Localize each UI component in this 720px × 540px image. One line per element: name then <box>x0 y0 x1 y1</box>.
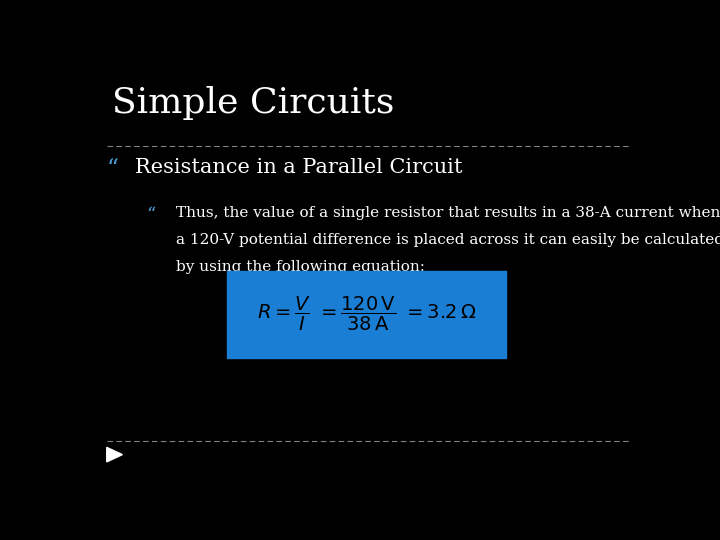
Text: Resistance in a Parallel Circuit: Resistance in a Parallel Circuit <box>135 158 462 177</box>
Polygon shape <box>107 447 122 462</box>
Text: by using the following equation:: by using the following equation: <box>176 260 426 274</box>
Text: $R = \dfrac{V}{I}\ =\dfrac{120\,\mathrm{V}}{38\,\mathrm{A}}\ = 3.2\,\Omega$: $R = \dfrac{V}{I}\ =\dfrac{120\,\mathrm{… <box>256 295 476 333</box>
Text: Thus, the value of a single resistor that results in a 38-A current when: Thus, the value of a single resistor tha… <box>176 206 720 220</box>
Text: Simple Circuits: Simple Circuits <box>112 85 395 119</box>
FancyBboxPatch shape <box>227 271 505 358</box>
Text: “: “ <box>107 158 119 181</box>
Text: “: “ <box>145 206 155 224</box>
Text: a 120-V potential difference is placed across it can easily be calculated: a 120-V potential difference is placed a… <box>176 233 720 247</box>
